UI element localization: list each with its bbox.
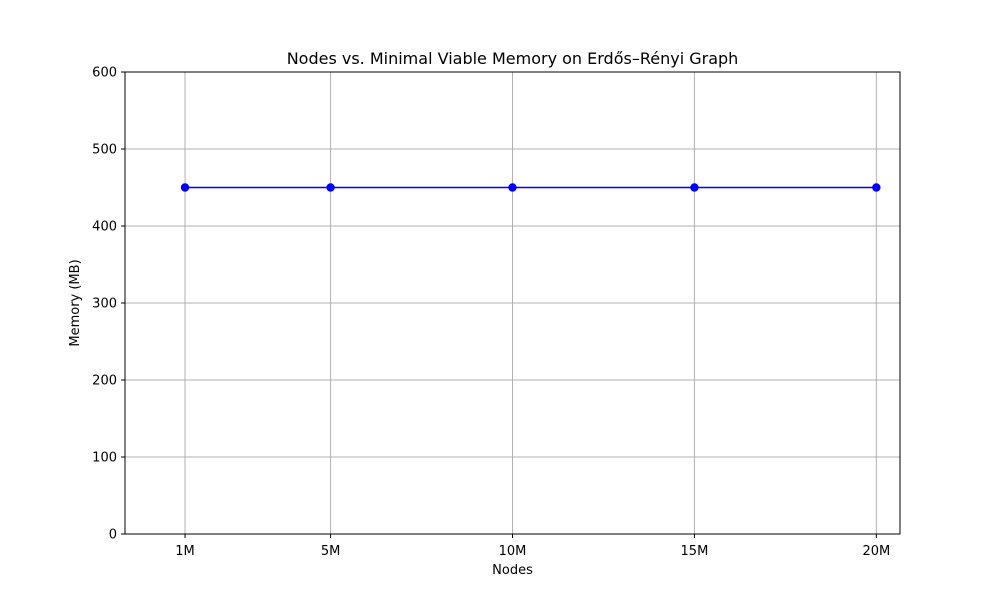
x-tick-label: 1M	[175, 544, 195, 559]
y-tick-label: 400	[92, 220, 117, 235]
axis-ticks: 1M 5M 10M 15M 20M 0 100 200 300 400 500 600	[92, 66, 890, 560]
series-layer	[180, 183, 881, 192]
data-point	[872, 183, 881, 192]
x-tick-label: 5M	[321, 544, 341, 559]
grid-lines	[125, 71, 900, 535]
y-tick-label: 200	[92, 374, 117, 389]
y-axis-label: Memory (MB)	[68, 259, 83, 346]
chart-title: Nodes vs. Minimal Viable Memory on Erdős…	[287, 49, 739, 68]
data-point	[690, 183, 699, 192]
data-point	[508, 183, 517, 192]
data-point	[326, 183, 335, 192]
y-tick-label: 100	[92, 451, 117, 466]
data-point	[180, 183, 190, 192]
x-tick-label: 10M	[499, 544, 527, 559]
y-tick-label: 600	[92, 66, 117, 81]
y-tick-label: 300	[92, 297, 117, 312]
x-tick-label: 20M	[862, 544, 890, 559]
y-tick-label: 0	[109, 528, 117, 543]
y-tick-label: 500	[92, 143, 117, 158]
x-tick-label: 15M	[681, 544, 709, 559]
x-axis-label: Nodes	[492, 563, 533, 578]
